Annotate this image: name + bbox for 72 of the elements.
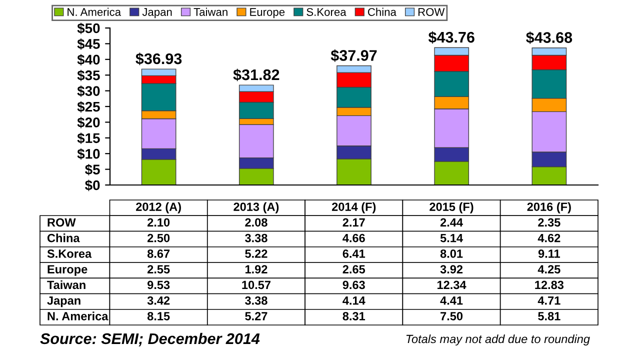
- data-label: 5.22: [245, 249, 268, 258]
- text: Europe: [48, 265, 88, 276]
- data-label: 4.25: [538, 265, 560, 274]
- data-label: 1.92: [245, 265, 268, 274]
- data-label: 4.66: [342, 234, 365, 242]
- legend-label: ROW: [418, 8, 445, 16]
- y-tick-label: $30: [77, 86, 100, 97]
- x-tick-label: 2012 (A): [136, 202, 181, 214]
- data-label: 4.62: [538, 234, 560, 242]
- data-label: 8.31: [342, 312, 366, 320]
- total-label: $36.93: [136, 52, 182, 66]
- y-tick-label: $25: [77, 101, 100, 113]
- data-label: 5.14: [440, 234, 463, 242]
- y-tick-label: $50: [77, 22, 100, 34]
- y-tick-label: $45: [77, 38, 100, 50]
- data-label: 2.08: [245, 218, 268, 227]
- total-label: $43.68: [526, 31, 572, 44]
- x-tick-label: 2014 (F): [332, 202, 376, 214]
- y-tick-label: $0: [85, 180, 100, 192]
- y-tick-label: $15: [77, 132, 100, 144]
- x-tick-label: 2016 (F): [527, 202, 571, 214]
- y-tick-label: $5: [85, 164, 100, 176]
- data-label: 4.14: [342, 296, 366, 305]
- data-label: 8.01: [440, 249, 463, 258]
- text: S.Korea: [47, 249, 92, 258]
- total-label: $37.97: [330, 49, 377, 62]
- y-tick-label: $10: [77, 148, 100, 160]
- data-label: 3.38: [245, 296, 268, 305]
- data-label: 2.65: [342, 265, 366, 274]
- y-tick-label: $20: [77, 116, 100, 128]
- data-label: 5.81: [538, 312, 560, 320]
- x-tick-label: 2015 (F): [430, 202, 474, 214]
- data-label: 5.27: [245, 312, 268, 320]
- source-note: Source: SEMI; December 2014: [40, 332, 260, 346]
- data-label: 8.67: [147, 249, 170, 258]
- y-tick-label: $35: [77, 70, 100, 82]
- data-label: 2.50: [147, 234, 170, 242]
- text: Taiwan: [47, 280, 86, 290]
- data-label: 4.71: [538, 296, 560, 305]
- total-label: $31.82: [233, 68, 280, 82]
- data-label: 6.41: [342, 249, 366, 258]
- data-label: 4.41: [440, 296, 463, 305]
- data-label: 8.15: [147, 312, 170, 320]
- legend-label: China: [368, 8, 396, 16]
- data-label: 2.35: [538, 218, 560, 227]
- data-label: 9.63: [342, 280, 365, 290]
- y-tick-label: $40: [77, 54, 100, 66]
- data-label: 2.17: [342, 218, 365, 226]
- legend-label: Europe: [250, 8, 285, 18]
- text: N. America: [48, 312, 108, 320]
- data-label: 2.55: [147, 265, 170, 274]
- data-label: 12.83: [535, 280, 564, 290]
- x-tick-label: 2013 (A): [234, 202, 279, 214]
- text: China: [47, 234, 80, 242]
- data-label: 2.10: [147, 218, 170, 227]
- text: ROW: [48, 218, 76, 227]
- data-label: 3.38: [245, 234, 268, 242]
- data-label: 7.50: [440, 312, 463, 320]
- data-label: 10.57: [242, 280, 270, 290]
- data-label: 9.53: [147, 280, 170, 290]
- data-label: 3.92: [440, 265, 463, 274]
- data-label: 12.34: [438, 280, 466, 290]
- legend-label: N. America: [68, 8, 122, 16]
- legend-label: S.Korea: [306, 8, 346, 16]
- data-label: 9.11: [538, 249, 560, 258]
- legend-label: Taiwan: [194, 8, 228, 16]
- legend-label: Japan: [142, 8, 172, 18]
- text: Japan: [47, 296, 80, 308]
- text: Totals may not add due to rounding: [406, 334, 590, 346]
- data-label: 3.42: [147, 296, 170, 305]
- data-label: 2.44: [440, 218, 463, 226]
- total-label: $43.76: [428, 31, 474, 44]
